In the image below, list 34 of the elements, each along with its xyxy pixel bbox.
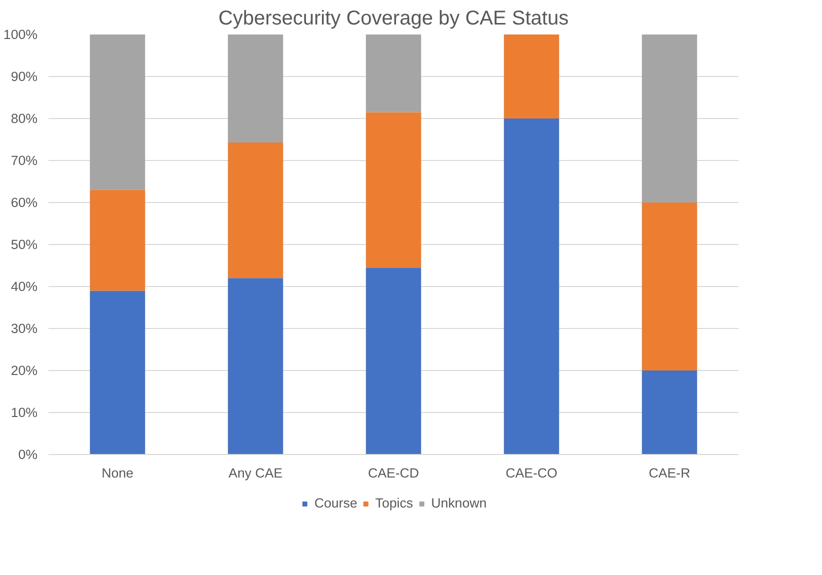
y-tick-label: 10% — [10, 405, 38, 420]
y-tick-label: 80% — [10, 111, 38, 126]
bar — [642, 202, 698, 370]
y-tick-label: 70% — [10, 153, 38, 168]
y-tick-label: 90% — [10, 69, 38, 84]
bar — [228, 34, 284, 142]
legend-label: Unknown — [431, 496, 487, 510]
y-tick-label: 100% — [3, 27, 38, 42]
y-tick-label: 60% — [10, 195, 38, 210]
bar — [642, 370, 698, 454]
y-tick-label: 0% — [18, 447, 38, 462]
bar — [366, 34, 422, 112]
y-tick-label: 50% — [10, 237, 38, 252]
bar — [228, 142, 284, 278]
bar — [504, 118, 560, 454]
x-tick-label: Any CAE — [228, 466, 283, 480]
bar — [366, 268, 422, 454]
y-tick-label: 20% — [10, 363, 38, 378]
x-tick-label: None — [102, 466, 134, 480]
bar — [90, 190, 146, 291]
x-tick-label: CAE-R — [648, 466, 690, 480]
bar — [90, 34, 146, 190]
legend-label: Course — [314, 496, 358, 510]
bar — [90, 290, 146, 454]
x-tick-label: CAE-CO — [506, 466, 558, 480]
bar — [228, 278, 284, 454]
x-tick-label: CAE-CD — [368, 466, 420, 480]
chart-title: Cybersecurity Coverage by CAE Status — [218, 8, 569, 30]
bar — [366, 112, 422, 268]
y-tick-label: 30% — [10, 321, 38, 336]
legend-label: Topics — [375, 496, 414, 510]
bar — [642, 34, 698, 202]
y-tick-label: 40% — [10, 279, 38, 294]
bar — [504, 34, 560, 118]
